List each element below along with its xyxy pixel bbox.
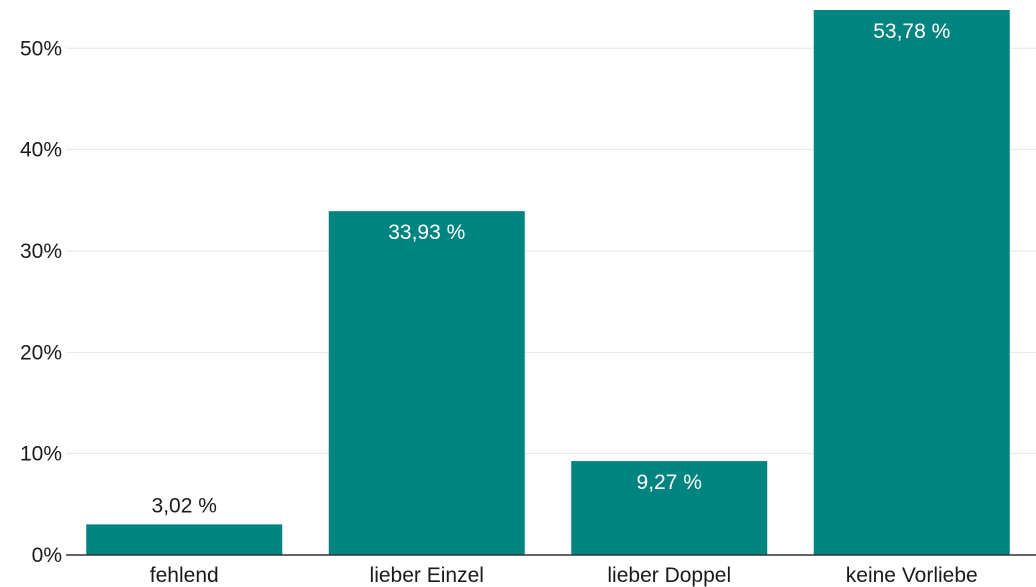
- y-tick-label-40: 40%: [20, 139, 62, 162]
- bar-lieber-doppel: [571, 461, 768, 555]
- category-label-keine-vorliebe: keine Vorliebe: [846, 564, 978, 587]
- data-label-lieber-einzel: 33,93 %: [388, 221, 465, 244]
- category-label-lieber-doppel: lieber Doppel: [607, 564, 731, 587]
- data-label-keine-vorliebe: 53,78 %: [873, 20, 950, 43]
- category-label-lieber-einzel: lieber Einzel: [370, 564, 484, 587]
- y-tick-label-0: 0%: [32, 544, 62, 567]
- y-tick-label-20: 20%: [20, 341, 62, 364]
- data-label-lieber-doppel: 9,27 %: [637, 471, 702, 494]
- y-tick-label-30: 30%: [20, 240, 62, 263]
- data-label-fehlend: 3,02 %: [152, 494, 217, 517]
- bars: [86, 10, 1010, 556]
- bar-keine-vorliebe: [813, 10, 1010, 555]
- y-tick-label-50: 50%: [20, 37, 62, 60]
- y-tick-label-10: 10%: [20, 443, 62, 466]
- x-axis-category-labels: fehlend lieber Einzel lieber Doppel keine V…: [150, 564, 978, 587]
- bar-fehlend: [86, 524, 283, 555]
- y-axis-tick-labels: 0% 10% 20% 30% 40% 50%: [20, 37, 62, 567]
- category-label-fehlend: fehlend: [150, 564, 219, 587]
- data-labels: 3,02 % 33,93 % 9,27 % 53,78 %: [152, 20, 951, 517]
- bar-lieber-einzel: [328, 211, 525, 556]
